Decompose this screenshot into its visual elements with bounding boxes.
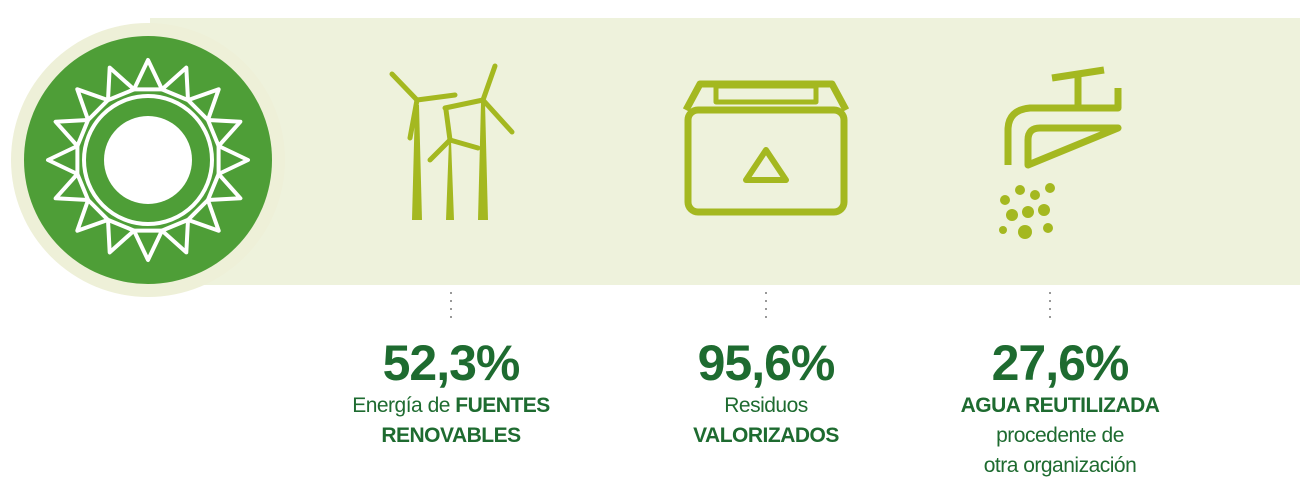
sun-ray — [160, 65, 190, 103]
stat-line: Residuos — [616, 391, 916, 421]
sun-ray — [132, 228, 164, 262]
stat-value: 52,3% — [382, 335, 521, 391]
stat-text: otra organización — [983, 454, 1137, 477]
stat-line: RENOVABLES — [301, 421, 601, 451]
stat-line: VALORIZADOS — [616, 421, 916, 451]
stat: 95,6% Residuos VALORIZADOS — [616, 335, 916, 451]
tap-icon — [999, 66, 1122, 239]
stat: 27,6% AGUA REUTILIZADA procedente de otra o… — [910, 335, 1210, 481]
stat-text: AGUA REUTILIZADA — [960, 394, 1160, 417]
stat-value: 95,6% — [697, 335, 836, 391]
band — [150, 18, 1300, 285]
sun-ray — [205, 172, 243, 202]
sun-ray — [106, 65, 136, 103]
stat-text: procedente de — [996, 424, 1124, 447]
stat-line: procedente de — [910, 421, 1210, 451]
stat-text: Residuos — [724, 394, 808, 417]
sun-ray — [75, 87, 110, 122]
stat-text: RENOVABLES — [381, 424, 521, 447]
sun-ray — [186, 87, 221, 122]
stat: 52,3% Energía de FUENTES RENOVABLES — [301, 335, 601, 451]
sun-ray — [53, 172, 91, 202]
stat-value: 27,6% — [991, 335, 1130, 391]
recycle-bin-icon — [682, 80, 850, 216]
stat-line: Energía de FUENTES — [301, 391, 601, 421]
sun-core — [104, 116, 192, 204]
sun-ray — [75, 198, 110, 233]
sun-ray — [216, 144, 250, 176]
sun-ray — [186, 198, 221, 233]
sun-ray — [106, 217, 136, 255]
wind-icon — [389, 63, 515, 220]
stat-text: Energía de — [352, 394, 456, 417]
stat-text: VALORIZADOS — [693, 424, 839, 447]
sun-ray — [132, 58, 164, 92]
stat-text: FUENTES — [455, 394, 550, 417]
sun-icon — [46, 58, 250, 262]
sun-ray — [46, 144, 80, 176]
stat-line: otra organización — [910, 451, 1210, 481]
sun-ray — [53, 118, 91, 148]
sun-ring — [82, 94, 214, 226]
sun-ray — [160, 217, 190, 255]
sun-ray — [205, 118, 243, 148]
connectors — [450, 292, 1051, 318]
stat-line: AGUA REUTILIZADA — [910, 391, 1210, 421]
